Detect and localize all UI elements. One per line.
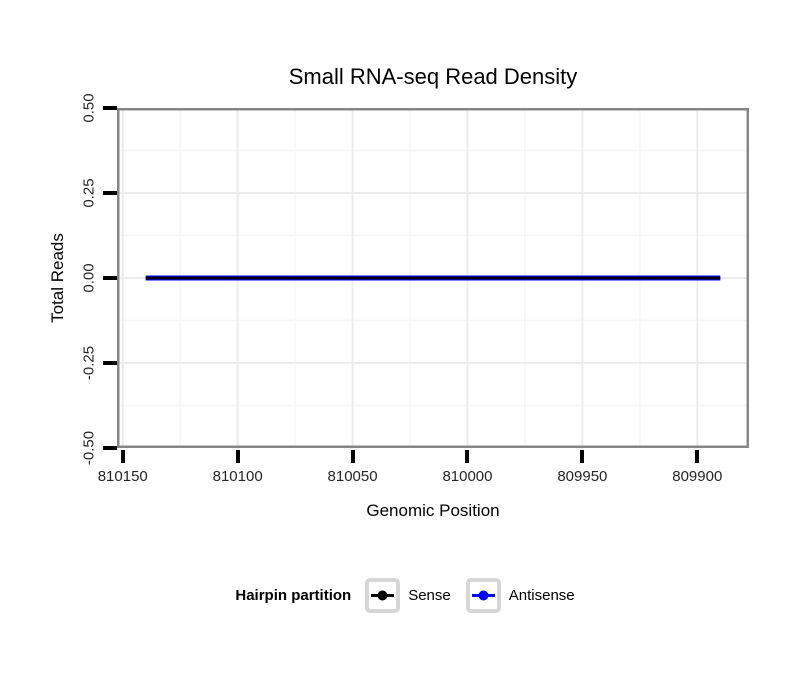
x-tick-label: 810050 [327,468,378,485]
legend-key-icon [365,577,401,613]
y-tick-label: 0.25 [80,178,98,208]
legend-label: Antisense [508,586,575,604]
y-axis-tick [103,361,117,365]
y-tick-label: -0.50 [80,430,98,466]
y-axis-tick [103,191,117,195]
legend: Hairpin partition Sense Antisense [0,576,810,614]
y-axis-tick [103,446,117,450]
x-tick-label: 810000 [442,468,493,485]
x-axis-tick [465,450,470,463]
x-tick-label: 809900 [672,468,723,485]
y-tick-label: 0.00 [80,263,98,293]
y-tick-label: 0.50 [80,93,98,123]
y-axis-tick [103,276,117,280]
x-axis-tick [350,450,355,463]
legend-items: Sense Antisense [365,577,575,613]
x-axis-tick [695,450,700,463]
panel-border [117,108,749,448]
legend-entry-antisense: Antisense [465,577,575,613]
x-axis-title: Genomic Position [366,501,500,520]
y-axis-tick [103,106,117,110]
y-axis-title: Total Reads [48,233,67,323]
x-tick-label: 810100 [212,468,263,485]
plot-panel [117,108,749,448]
x-axis-tick [580,450,585,463]
y-tick-label: -0.25 [80,345,98,381]
x-axis-tick [120,450,125,463]
x-tick-label: 809950 [557,468,608,485]
legend-label: Sense [408,586,451,604]
x-axis-tick [235,450,240,463]
legend-key-icon [465,577,501,613]
x-tick-label: 810150 [97,468,148,485]
legend-title: Hairpin partition [235,586,352,604]
legend-entry-sense: Sense [365,577,451,613]
plot-area [117,108,749,448]
chart-title: Small RNA-seq Read Density [288,64,578,89]
